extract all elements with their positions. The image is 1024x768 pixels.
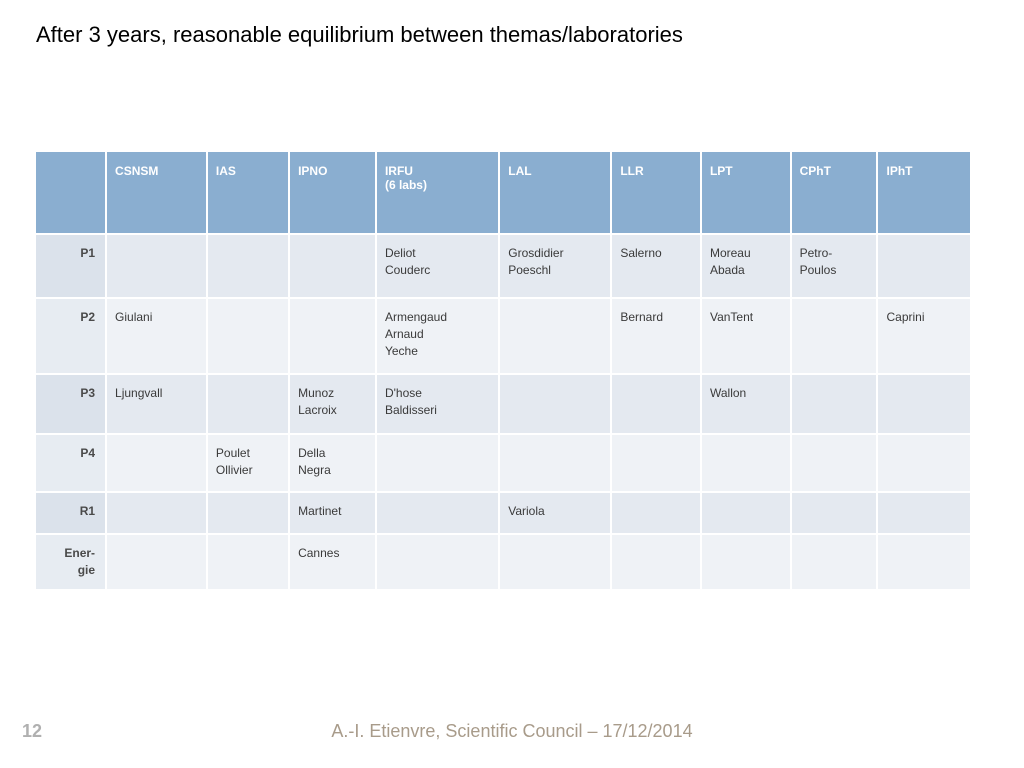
row-header: Ener-gie	[36, 534, 106, 589]
col-header-9: IPhT	[877, 152, 970, 234]
table-cell	[611, 492, 701, 534]
table-cell	[877, 374, 970, 434]
table-cell	[701, 434, 791, 492]
table-row: P4 PouletOllivierDellaNegra	[36, 434, 970, 492]
table-cell: VanTent	[701, 298, 791, 374]
table-cell	[376, 492, 499, 534]
col-header-3: IPNO	[289, 152, 376, 234]
col-header-4: IRFU(6 labs)	[376, 152, 499, 234]
table-cell: DellaNegra	[289, 434, 376, 492]
col-header-1: CSNSM	[106, 152, 207, 234]
lab-table-container: CSNSMIASIPNOIRFU(6 labs)LALLLRLPTCPhTIPh…	[36, 152, 970, 589]
table-cell	[701, 492, 791, 534]
table-header-row: CSNSMIASIPNOIRFU(6 labs)LALLLRLPTCPhTIPh…	[36, 152, 970, 234]
table-cell	[877, 534, 970, 589]
table-cell: Salerno	[611, 234, 701, 298]
table-cell: Bernard	[611, 298, 701, 374]
table-cell	[207, 492, 289, 534]
table-cell: GrosdidierPoeschl	[499, 234, 611, 298]
table-cell	[499, 298, 611, 374]
table-cell	[611, 534, 701, 589]
table-cell: D'hoseBaldisseri	[376, 374, 499, 434]
table-cell: Petro-Poulos	[791, 234, 878, 298]
table-cell: Ljungvall	[106, 374, 207, 434]
table-cell	[791, 374, 878, 434]
table-cell	[106, 492, 207, 534]
table-cell	[207, 374, 289, 434]
table-cell	[877, 234, 970, 298]
table-cell	[376, 534, 499, 589]
table-cell: Giulani	[106, 298, 207, 374]
row-header: P4	[36, 434, 106, 492]
table-cell	[207, 234, 289, 298]
table-cell	[611, 434, 701, 492]
table-cell	[289, 234, 376, 298]
table-cell: Variola	[499, 492, 611, 534]
table-cell: ArmengaudArnaudYeche	[376, 298, 499, 374]
table-cell	[611, 374, 701, 434]
row-header: R1	[36, 492, 106, 534]
table-cell: Caprini	[877, 298, 970, 374]
col-header-6: LLR	[611, 152, 701, 234]
table-cell	[207, 298, 289, 374]
footer-text: A.-I. Etienvre, Scientific Council – 17/…	[0, 721, 1024, 742]
table-cell	[499, 374, 611, 434]
table-row: P3Ljungvall MunozLacroixD'hoseBaldisseri W…	[36, 374, 970, 434]
row-header: P1	[36, 234, 106, 298]
table-cell	[289, 298, 376, 374]
col-header-5: LAL	[499, 152, 611, 234]
table-row: P2Giulani ArmengaudArnaudYeche BernardVanT…	[36, 298, 970, 374]
col-header-7: LPT	[701, 152, 791, 234]
lab-table: CSNSMIASIPNOIRFU(6 labs)LALLLRLPTCPhTIPh…	[36, 152, 970, 589]
table-row: Ener-gie Cannes	[36, 534, 970, 589]
table-row: P1 DeliotCoudercGrosdidierPoeschlSalernoM…	[36, 234, 970, 298]
table-cell	[106, 234, 207, 298]
table-cell: PouletOllivier	[207, 434, 289, 492]
table-cell: DeliotCouderc	[376, 234, 499, 298]
table-cell: Wallon	[701, 374, 791, 434]
table-cell: Cannes	[289, 534, 376, 589]
col-header-8: CPhT	[791, 152, 878, 234]
table-cell	[701, 534, 791, 589]
row-header: P3	[36, 374, 106, 434]
table-cell	[499, 534, 611, 589]
table-cell	[791, 534, 878, 589]
col-header-2: IAS	[207, 152, 289, 234]
table-cell	[791, 298, 878, 374]
table-cell	[791, 492, 878, 534]
table-cell: Martinet	[289, 492, 376, 534]
slide-title: After 3 years, reasonable equilibrium be…	[36, 22, 683, 48]
table-row: R1 Martinet Variola	[36, 492, 970, 534]
table-cell: MunozLacroix	[289, 374, 376, 434]
table-cell	[106, 434, 207, 492]
table-cell	[376, 434, 499, 492]
row-header: P2	[36, 298, 106, 374]
col-header-0	[36, 152, 106, 234]
table-body: P1DeliotCoudercGrosdidierPoeschlSalernoM…	[36, 234, 970, 589]
table-cell	[499, 434, 611, 492]
table-cell	[106, 534, 207, 589]
table-cell	[877, 492, 970, 534]
table-cell	[207, 534, 289, 589]
table-cell: MoreauAbada	[701, 234, 791, 298]
table-cell	[877, 434, 970, 492]
table-cell	[791, 434, 878, 492]
